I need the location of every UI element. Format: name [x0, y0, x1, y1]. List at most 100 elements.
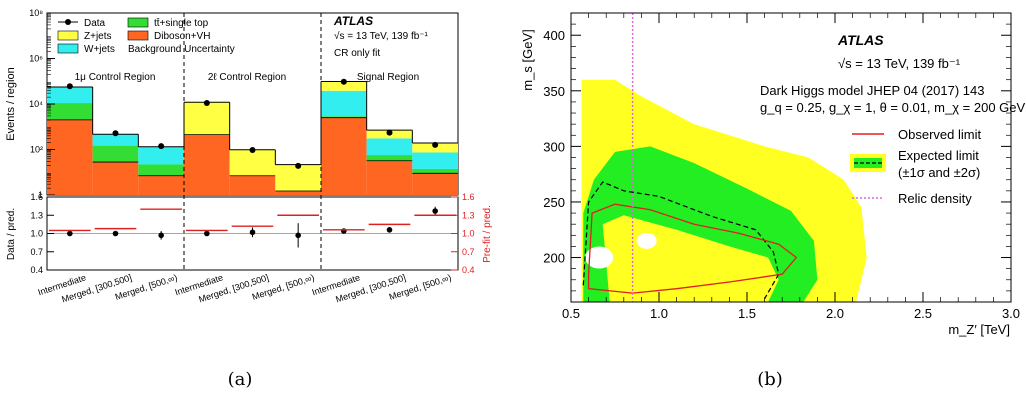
- bar-segment: [47, 119, 93, 195]
- expected-limit-line: [582, 181, 780, 299]
- y-tick-label: 400: [543, 28, 565, 43]
- y-tick-label: 200: [543, 251, 565, 266]
- a-ratio-ylabel-right: Pre-fit / pred.: [482, 205, 493, 263]
- ratio-tick-label: 0.7: [30, 247, 43, 257]
- legend-wjets-label: W+jets: [84, 44, 115, 55]
- bar-segment: [366, 138, 413, 156]
- legend-expected-label: Expected limit: [898, 148, 979, 163]
- y-tick-label: 10⁸: [29, 8, 43, 18]
- bar-segment: [229, 149, 276, 176]
- ratio-tick-label-right: 0.4: [462, 265, 475, 275]
- b-ylabel: m_s [GeV]: [520, 29, 535, 90]
- a-legend: Data Z+jets W+jets tt̄+single top Diboso…: [57, 17, 235, 55]
- ratio-tick-label: 1.3: [30, 210, 43, 220]
- x-tick-label: 1.5: [738, 306, 756, 321]
- y-tick-label: 10⁴: [29, 99, 43, 109]
- ratio-data-point: [341, 228, 347, 234]
- ratio-tick-label: 1.0: [30, 229, 43, 239]
- x-tick-label: 1.0: [650, 306, 668, 321]
- b-xlabel: m_Z′ [TeV]: [948, 322, 1010, 337]
- ratio-tick-label: 1.6: [30, 192, 43, 202]
- bar-segment: [92, 162, 139, 195]
- legend-ttbar-swatch: [127, 17, 149, 28]
- ratio-data-point: [386, 227, 393, 233]
- bar-segment: [138, 146, 184, 165]
- bar-segment: [184, 134, 230, 195]
- data-point: [112, 130, 119, 137]
- ratio-tick-label-right: 0.7: [462, 247, 475, 257]
- bar-segment: [47, 86, 93, 104]
- data-point: [66, 83, 73, 90]
- x-tick-label: 2.5: [914, 306, 932, 321]
- b-param-label: g_q = 0.25, g_χ = 1, θ = 0.01, m_χ = 200…: [760, 100, 1025, 115]
- a-fit-label: CR only fit: [334, 48, 380, 59]
- a-region-dividers: [183, 13, 322, 270]
- x-tick-label: 0.5: [562, 306, 580, 321]
- ratio-tick-label-right: 1.6: [462, 192, 475, 202]
- a-atlas-label: ATLAS: [333, 14, 373, 28]
- a-ratio-ticks: 0.4 0.4 0.7 0.7 1.0 1.0 1.3 1.3 1.6 1.6: [30, 192, 474, 275]
- b-atlas-label: ATLAS: [837, 32, 884, 48]
- ratio-data-point: [204, 230, 210, 237]
- legend-diboson-swatch: [127, 30, 149, 41]
- a-ratio-ylabel: Data / pred.: [6, 208, 17, 260]
- legend-relic-label: Relic density: [898, 191, 972, 206]
- ratio-tick-label: 0.4: [30, 265, 43, 275]
- ratio-data-point: [295, 232, 301, 239]
- y-tick-label: 10²: [30, 145, 43, 155]
- b-contours: [581, 13, 867, 302]
- data-point: [158, 143, 165, 150]
- a-data-points: [66, 78, 439, 169]
- legend-ttbar-label: tt̄+single top: [154, 17, 209, 29]
- bar-segment: [321, 90, 367, 117]
- b-energy-label: √s = 13 TeV, 139 fb⁻¹: [838, 56, 961, 71]
- legend-uncertainty-label: Background Uncertainty: [128, 44, 235, 55]
- data-point: [295, 162, 302, 169]
- observed-limit-line: [587, 203, 798, 294]
- ratio-data-point: [432, 208, 438, 214]
- panel-a: 1 10² 10⁴ 10⁶ 10⁸ Events / region Data Z+jet…: [5, 8, 493, 390]
- ratio-data-point: [67, 230, 73, 237]
- panel-b: 0.5 1.0 1.5 2.0 2.5 3.0 200 250 300 350 400 m_s [G…: [520, 12, 1025, 390]
- data-point: [249, 147, 256, 154]
- legend-observed-label: Observed limit: [898, 127, 981, 142]
- band-white-island: [585, 246, 614, 269]
- legend-expected-label-2: (±1σ and ±2σ): [898, 165, 980, 180]
- ratio-tick-label-right: 1.3: [462, 210, 475, 220]
- y-tick-label: 1: [38, 190, 43, 200]
- a-ratio-marks: [47, 206, 458, 248]
- bar-segment: [138, 164, 184, 176]
- y-tick-label: 350: [543, 84, 565, 99]
- b-legend: Observed limit Expected limit (±1σ and ±…: [850, 127, 981, 206]
- x-tick-label: 3.0: [1002, 306, 1020, 321]
- data-point: [432, 141, 439, 148]
- legend-data-label: Data: [84, 18, 106, 29]
- a-panel-label: (a): [228, 369, 253, 390]
- a-stacked-bars: [47, 80, 458, 195]
- data-point: [386, 129, 393, 136]
- legend-zjets-swatch: [57, 30, 79, 41]
- bar-segment: [366, 160, 413, 195]
- bar-segment: [275, 190, 321, 195]
- a-region-label-3: Signal Region: [357, 72, 419, 83]
- bar-segment: [138, 175, 184, 195]
- y-tick-label: 300: [543, 139, 565, 154]
- bar-segment: [92, 134, 139, 146]
- bar-segment: [47, 103, 93, 120]
- a-ylabel: Events / region: [5, 67, 17, 140]
- b-panel-label: (b): [757, 369, 783, 390]
- legend-diboson-label: Diboson+VH: [154, 31, 210, 42]
- y-tick-label: 250: [543, 195, 565, 210]
- data-point: [340, 78, 347, 85]
- bar-segment: [412, 168, 458, 174]
- ratio-data-point: [249, 229, 256, 236]
- ratio-data-point: [158, 232, 164, 239]
- a-energy-label: √s = 13 TeV, 139 fb⁻¹: [334, 30, 429, 42]
- ratio-tick-label-right: 1.0: [462, 229, 475, 239]
- a-y-ticks: 1 10² 10⁴ 10⁶ 10⁸: [29, 8, 55, 200]
- bar-segment: [275, 164, 321, 191]
- y-tick-label: 10⁶: [29, 54, 43, 64]
- ratio-data-point: [112, 230, 119, 237]
